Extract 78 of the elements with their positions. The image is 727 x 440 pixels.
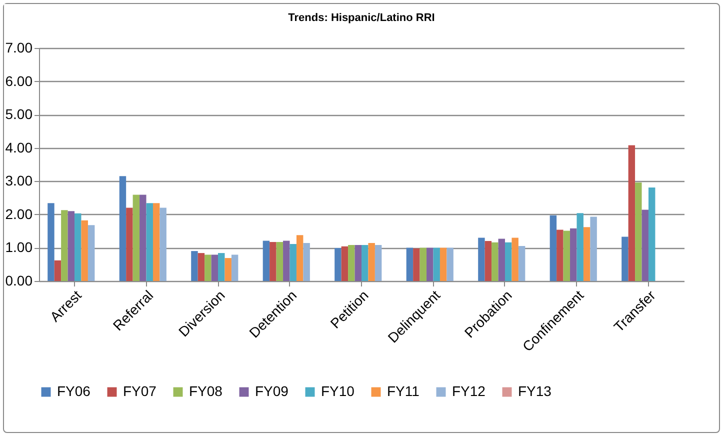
- bar: [303, 243, 310, 281]
- bar: [276, 242, 284, 281]
- bar: [420, 248, 427, 281]
- bar: [426, 248, 434, 281]
- bar: [231, 254, 238, 281]
- bar: [446, 248, 454, 281]
- bar: [211, 254, 218, 281]
- bar: [81, 220, 88, 281]
- y-tick-label: 3.00: [5, 172, 33, 189]
- y-tick-label: 4.00: [5, 139, 33, 156]
- bar: [498, 238, 505, 281]
- bar: [119, 176, 126, 281]
- bar: [140, 194, 146, 281]
- bar: [191, 251, 198, 281]
- bar: [492, 242, 498, 281]
- bar: [146, 203, 153, 281]
- bar: [348, 245, 355, 281]
- legend-label: FY09: [255, 383, 289, 399]
- y-tick-label: 0.00: [5, 272, 33, 288]
- bar: [341, 246, 348, 281]
- legend-label: FY07: [123, 383, 157, 399]
- legend-label: FY06: [57, 383, 91, 399]
- bar: [48, 203, 54, 281]
- bar: [518, 246, 526, 281]
- bar: [590, 216, 597, 281]
- bar: [563, 230, 570, 281]
- bar: [61, 210, 68, 281]
- bar: [283, 240, 290, 281]
- bar: [576, 213, 584, 281]
- legend-label: FY11: [387, 383, 420, 399]
- bar: [290, 244, 296, 281]
- bar: [224, 258, 232, 281]
- bar: [478, 238, 485, 281]
- bar: [296, 235, 304, 281]
- y-tick-label: 7.00: [5, 40, 33, 56]
- bar: [570, 228, 577, 281]
- y-tick-label: 6.00: [5, 72, 33, 89]
- bar: [368, 243, 375, 281]
- y-tick-label: 2.00: [5, 206, 33, 222]
- bar: [362, 245, 368, 281]
- bar: [262, 240, 270, 281]
- bar: [648, 187, 656, 281]
- bar: [126, 208, 133, 281]
- bar: [628, 145, 636, 281]
- bar: [484, 241, 492, 281]
- bar: [583, 227, 590, 281]
- bar: [88, 225, 95, 281]
- bar: [374, 245, 382, 281]
- bar: [218, 253, 225, 281]
- bar: [198, 253, 205, 281]
- bar: [54, 260, 62, 281]
- bar: [556, 230, 564, 281]
- bar: [204, 254, 212, 281]
- bar: [622, 236, 628, 281]
- bar: [334, 248, 342, 281]
- y-tick-label: 5.00: [5, 106, 33, 122]
- bar: [354, 245, 362, 281]
- bar: [550, 215, 557, 281]
- bar: [406, 248, 414, 281]
- legend-label: FY13: [518, 383, 552, 399]
- bar: [152, 203, 160, 281]
- legend-label: FY10: [321, 383, 355, 399]
- bar: [74, 213, 82, 281]
- y-tick-label: 1.00: [5, 239, 33, 256]
- bar: [413, 248, 420, 281]
- legend-label: FY12: [452, 383, 486, 399]
- legend-label: FY08: [189, 383, 223, 399]
- chart-title: Trends: Hispanic/Latino RRI: [288, 12, 435, 24]
- bar: [512, 238, 518, 281]
- bar: [433, 248, 440, 281]
- bar: [160, 208, 166, 281]
- bar: [635, 182, 642, 281]
- bar: [68, 211, 75, 281]
- bar: [270, 242, 276, 281]
- bar: [440, 248, 447, 281]
- bar: [504, 242, 512, 281]
- bar: [642, 210, 648, 281]
- bar: [132, 194, 140, 281]
